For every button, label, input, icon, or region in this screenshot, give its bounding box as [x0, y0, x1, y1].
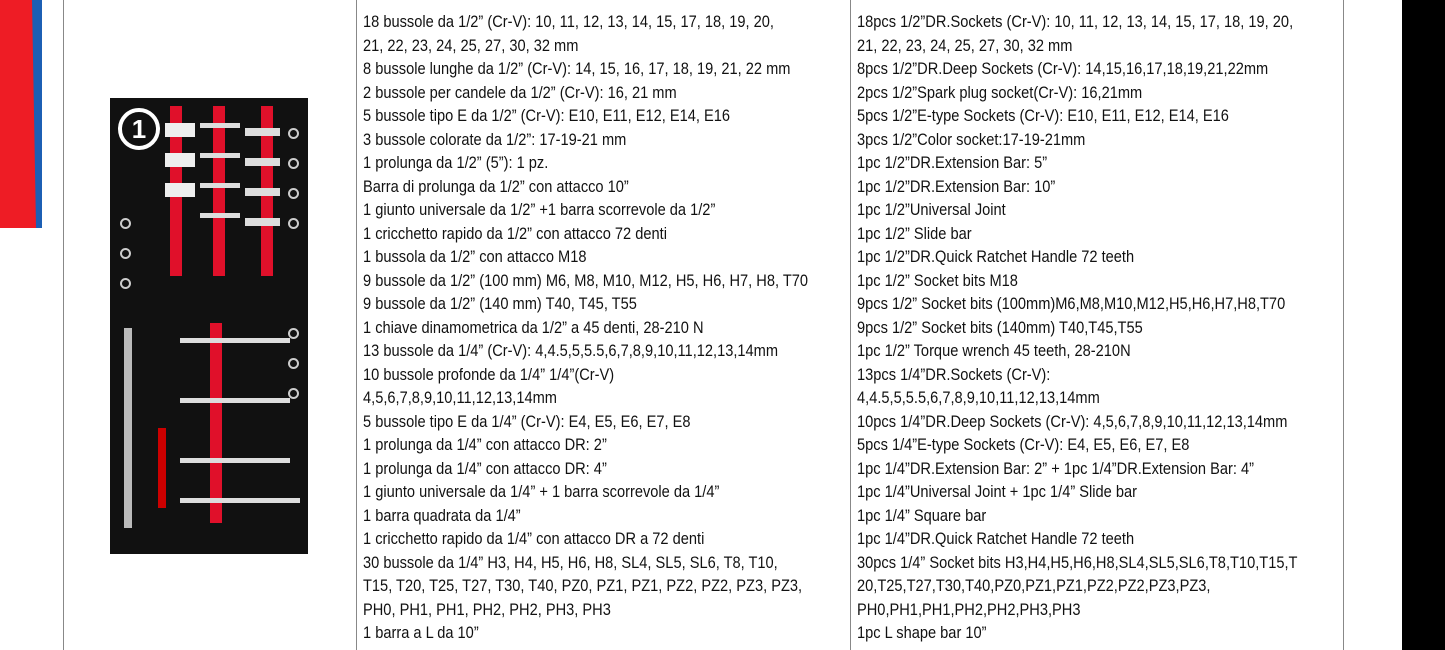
description-line: 1 chiave dinamometrica da 1/2” a 45 dent… [363, 317, 704, 337]
socket [288, 128, 299, 139]
description-line: 20,T25,T27,T30,T40,PZ0,PZ1,PZ1,PZ2,PZ2,P… [857, 576, 1211, 595]
description-line: 1pc 1/2”DR.Quick Ratchet Handle 72 teeth [857, 247, 1135, 266]
description-line: 1 prolunga da 1/4” con attacco DR: 4” [363, 458, 607, 478]
description-line: 10 bussole profonde da 1/4” 1/4”(Cr-V) [363, 364, 615, 384]
bar [180, 498, 300, 503]
description-line: 1pc 1/2”Universal Joint [857, 200, 1006, 219]
socket [165, 123, 195, 137]
description-line: 1 prolunga da 1/4” con attacco DR: 2” [363, 435, 607, 454]
tool-tray-image: 1 [110, 98, 308, 554]
description-line: 10pcs 1/4”DR.Deep Sockets (Cr-V): 4,5,6,… [857, 411, 1288, 431]
description-line: 9 bussole da 1/2” (140 mm) T40, T45, T55 [363, 294, 637, 313]
bit [200, 213, 240, 218]
bit [245, 188, 280, 196]
socket [288, 388, 299, 399]
description-line: 1pc 1/4”DR.Quick Ratchet Handle 72 teeth [857, 529, 1135, 548]
description-line: 21, 22, 23, 24, 25, 27, 30, 32 mm [857, 35, 1073, 55]
socket [288, 158, 299, 169]
socket [288, 328, 299, 339]
description-line: 13pcs 1/4”DR.Sockets (Cr-V): [857, 364, 1051, 384]
description-line: 4,5,6,7,8,9,10,11,12,13,14mm [363, 388, 557, 407]
description-line: 5 bussole tipo E da 1/4” (Cr-V): E4, E5,… [363, 411, 691, 431]
ratchet [158, 428, 166, 508]
description-line: 30pcs 1/4” Socket bits H3,H4,H5,H6,H8,SL… [857, 552, 1298, 572]
description-line: 3pcs 1/2”Color socket:17-19-21mm [857, 129, 1086, 149]
description-line: 9 bussole da 1/2” (100 mm) M6, M8, M10, … [363, 270, 809, 290]
description-line: 1pc 1/2”DR.Extension Bar: 10” [857, 176, 1056, 196]
right-black-border [1402, 0, 1445, 650]
socket [288, 188, 299, 199]
description-line: 9pcs 1/2” Socket bits (140mm) T40,T45,T5… [857, 317, 1143, 337]
description-line: 8 bussole lunghe da 1/2” (Cr-V): 14, 15,… [363, 59, 791, 78]
italian-description-column: 18 bussole da 1/2” (Cr-V): 10, 11, 12, 1… [363, 10, 880, 645]
bar [180, 338, 290, 343]
table-border [1343, 0, 1344, 650]
description-line: 8pcs 1/2”DR.Deep Sockets (Cr-V): 14,15,1… [857, 59, 1269, 78]
bar [180, 458, 290, 463]
description-line: Barra di prolunga da 1/2” con attacco 10… [363, 176, 629, 196]
description-line: 5 bussole tipo E da 1/2” (Cr-V): E10, E1… [363, 106, 731, 125]
description-line: 1 barra a L da 10” [363, 623, 479, 642]
socket [165, 153, 195, 167]
description-line: 1pc 1/2” Slide bar [857, 223, 972, 243]
description-line: PH0,PH1,PH1,PH2,PH2,PH3,PH3 [857, 599, 1081, 619]
description-line: 21, 22, 23, 24, 25, 27, 30, 32 mm [363, 35, 579, 55]
description-line: PH0, PH1, PH1, PH2, PH2, PH3, PH3 [363, 599, 611, 619]
description-line: 3 bussole colorate da 1/2”: 17-19-21 mm [363, 129, 627, 149]
bar [180, 398, 290, 403]
brand-blue-stripe [32, 0, 42, 228]
table-border [850, 0, 851, 650]
bit [245, 158, 280, 166]
socket [120, 248, 131, 259]
description-line: 1 giunto universale da 1/2” +1 barra sco… [363, 200, 716, 219]
description-line: 1pc L shape bar 10” [857, 623, 987, 642]
description-line: 1pc 1/4” Square bar [857, 505, 987, 525]
description-line: 18 bussole da 1/2” (Cr-V): 10, 11, 12, 1… [363, 12, 774, 31]
socket [165, 183, 195, 197]
ratchet [124, 328, 132, 528]
description-line: 1 giunto universale da 1/4” + 1 barra sc… [363, 482, 720, 501]
table-border [63, 0, 64, 650]
description-line: 1pc 1/2” Socket bits M18 [857, 270, 1018, 290]
description-line: 1pc 1/4”DR.Extension Bar: 2” + 1pc 1/4”D… [857, 458, 1254, 478]
description-line: 4,4.5,5,5.5,6,7,8,9,10,11,12,13,14mm [857, 388, 1100, 407]
description-line: 1 cricchetto rapido da 1/4” con attacco … [363, 529, 705, 548]
bit [200, 183, 240, 188]
socket [288, 358, 299, 369]
description-line: 1 bussola da 1/2” con attacco M18 [363, 247, 587, 266]
description-line: 2 bussole per candele da 1/2” (Cr-V): 16… [363, 82, 677, 102]
foam-strip [213, 106, 225, 276]
socket [120, 278, 131, 289]
english-description-column: 18pcs 1/2”DR.Sockets (Cr-V): 10, 11, 12,… [857, 10, 1369, 645]
tray-number-badge: 1 [118, 108, 160, 150]
description-line: 1pc 1/2” Torque wrench 45 teeth, 28-210N [857, 341, 1131, 360]
table-border [356, 0, 357, 650]
description-line: 13 bussole da 1/4” (Cr-V): 4,4.5,5,5.5,6… [363, 341, 779, 360]
socket [120, 218, 131, 229]
description-line: 1pc 1/2”DR.Extension Bar: 5” [857, 153, 1048, 172]
bit [245, 218, 280, 226]
socket [288, 218, 299, 229]
bit [200, 123, 240, 128]
description-line: 1 cricchetto rapido da 1/2” con attacco … [363, 223, 667, 243]
bit [200, 153, 240, 158]
description-line: 9pcs 1/2” Socket bits (100mm)M6,M8,M10,M… [857, 294, 1286, 313]
description-line: 2pcs 1/2”Spark plug socket(Cr-V): 16,21m… [857, 82, 1143, 102]
description-line: 30 bussole da 1/4” H3, H4, H5, H6, H8, S… [363, 552, 778, 572]
bit [245, 128, 280, 136]
description-line: 1pc 1/4”Universal Joint + 1pc 1/4” Slide… [857, 482, 1137, 501]
description-line: 18pcs 1/2”DR.Sockets (Cr-V): 10, 11, 12,… [857, 12, 1294, 31]
foam-strip [210, 323, 222, 523]
description-line: 1 prolunga da 1/2” (5”): 1 pz. [363, 153, 549, 172]
description-line: 5pcs 1/4”E-type Sockets (Cr-V): E4, E5, … [857, 435, 1190, 454]
description-line: 1 barra quadrata da 1/4” [363, 505, 521, 525]
description-line: 5pcs 1/2”E-type Sockets (Cr-V): E10, E11… [857, 106, 1229, 125]
description-line: T15, T20, T25, T27, T30, T40, PZ0, PZ1, … [363, 576, 803, 595]
